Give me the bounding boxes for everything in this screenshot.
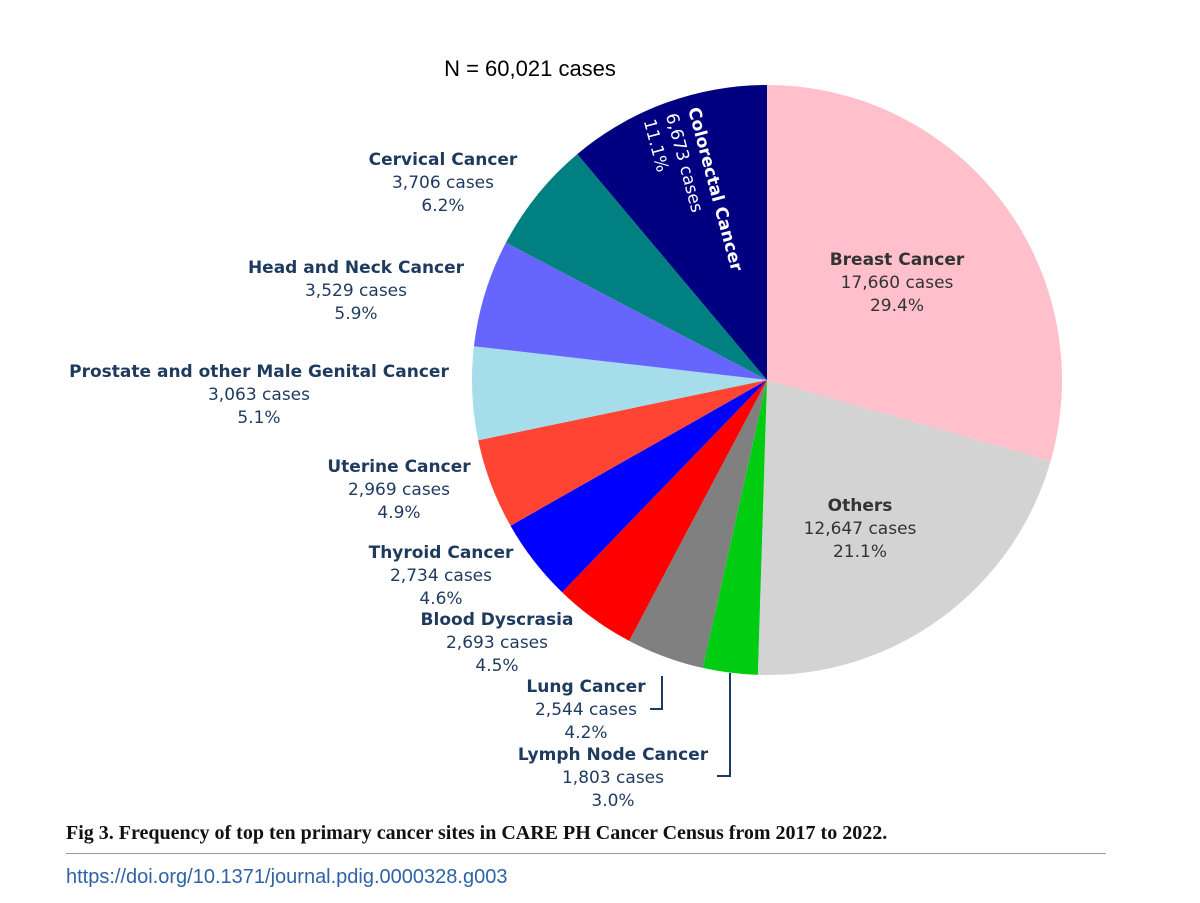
figure-caption: Fig 3. Frequency of top ten primary canc… — [66, 822, 888, 844]
label-cases: 3,706 cases — [392, 173, 494, 193]
label-blood-dyscrasia: Blood Dyscrasia 2,693 cases 4.5% — [421, 610, 574, 676]
label-cases: 12,647 cases — [804, 519, 917, 539]
label-percent: 4.2% — [564, 723, 607, 743]
doi-link[interactable]: https://doi.org/10.1371/journal.pdig.000… — [66, 866, 508, 888]
label-lymph-node-cancer: Lymph Node Cancer 1,803 cases 3.0% — [518, 745, 709, 811]
total-label: N = 60,021 cases — [444, 56, 616, 81]
label-name: Lymph Node Cancer — [518, 745, 709, 765]
pie-chart: N = 60,021 cases Breast Cancer 17,660 cas… — [69, 56, 1062, 811]
label-percent: 21.1% — [833, 542, 887, 562]
label-name: Head and Neck Cancer — [248, 258, 465, 278]
label-percent: 6.2% — [421, 196, 464, 216]
slice-uterine-cancer — [478, 380, 767, 526]
label-name: Breast Cancer — [830, 250, 965, 270]
slice-lung-cancer — [629, 380, 767, 668]
label-cases: 17,660 cases — [841, 273, 954, 293]
label-name: Cervical Cancer — [369, 150, 518, 170]
slice-blood-dyscrasia — [562, 380, 767, 641]
leader-line-lymph-node-cancer — [717, 673, 731, 777]
label-lung-cancer: Lung Cancer 2,544 cases 4.2% — [526, 677, 646, 743]
label-cases: 2,734 cases — [390, 566, 492, 586]
label-prostate-and-other-male-genital-cancer: Prostate and other Male Genital Cancer 3,… — [69, 362, 449, 428]
label-cases: 3,063 cases — [208, 385, 310, 405]
label-percent: 5.9% — [334, 304, 377, 324]
label-percent: 3.0% — [591, 791, 634, 811]
label-name: Others — [828, 496, 893, 516]
pie-svg: Breast Cancer 17,660 cases 29.4% Others 12,6… — [69, 85, 1062, 811]
label-cases: 3,529 cases — [305, 281, 407, 301]
label-head-and-neck-cancer: Head and Neck Cancer 3,529 cases 5.9% — [248, 258, 465, 324]
label-percent: 5.1% — [237, 408, 280, 428]
label-percent: 4.6% — [419, 589, 462, 609]
slice-head-and-neck-cancer — [473, 242, 767, 380]
label-name: Uterine Cancer — [327, 457, 471, 477]
label-name: Prostate and other Male Genital Cancer — [69, 362, 449, 382]
slice-breast-cancer — [767, 85, 1062, 461]
slice-cervical-cancer — [505, 154, 767, 380]
label-breast-cancer: Breast Cancer 17,660 cases 29.4% — [830, 250, 965, 316]
label-percent: 4.5% — [475, 656, 518, 676]
label-uterine-cancer: Uterine Cancer 2,969 cases 4.9% — [327, 457, 471, 523]
slice-others — [757, 380, 1051, 675]
slice-prostate-and-other-male-genital-cancer — [472, 346, 767, 441]
label-others: Others 12,647 cases 21.1% — [804, 496, 917, 562]
slice-lymph-node-cancer — [702, 380, 767, 675]
label-percent: 29.4% — [870, 296, 924, 316]
label-cases: 2,693 cases — [446, 633, 548, 653]
label-name: Thyroid Cancer — [369, 543, 514, 563]
label-cases: 1,803 cases — [562, 768, 664, 788]
label-cases: 2,969 cases — [348, 480, 450, 500]
label-name: Lung Cancer — [526, 677, 646, 697]
label-name: Blood Dyscrasia — [421, 610, 574, 630]
label-cases: 2,544 cases — [535, 700, 637, 720]
slice-thyroid-cancer — [510, 380, 767, 593]
label-thyroid-cancer: Thyroid Cancer 2,734 cases 4.6% — [369, 543, 514, 609]
leader-line-lung-cancer — [650, 676, 663, 710]
label-cervical-cancer: Cervical Cancer 3,706 cases 6.2% — [369, 150, 518, 216]
divider — [66, 853, 1106, 854]
label-percent: 4.9% — [377, 503, 420, 523]
slice-colorectal-cancer — [577, 85, 767, 380]
